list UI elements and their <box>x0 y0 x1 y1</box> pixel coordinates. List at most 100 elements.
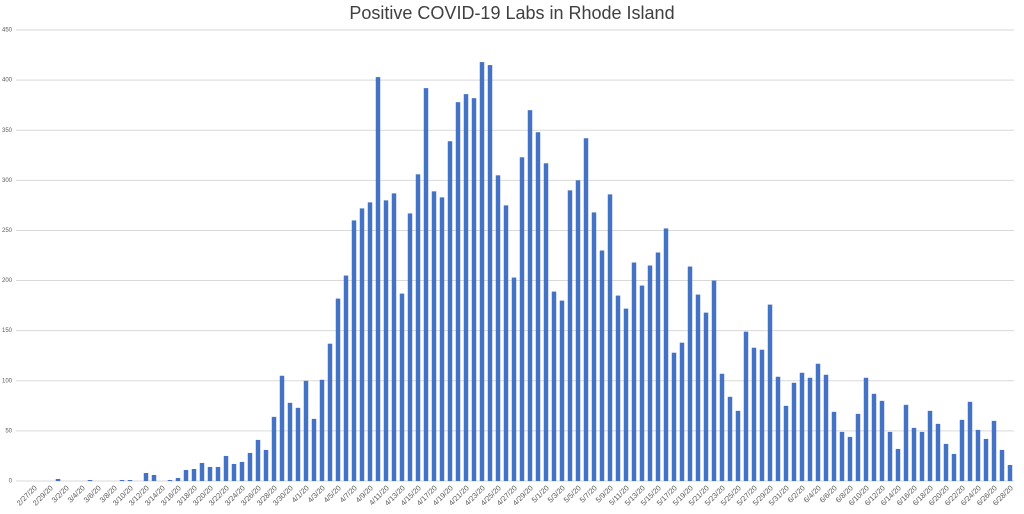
bar <box>415 174 421 481</box>
bar <box>199 462 205 481</box>
bar <box>303 380 309 481</box>
bar <box>663 228 669 481</box>
bar <box>591 212 597 481</box>
bar <box>823 374 829 481</box>
bar <box>887 431 893 481</box>
bar <box>535 132 541 481</box>
bar <box>903 404 909 481</box>
y-tick-label: 400 <box>2 78 13 84</box>
bar <box>431 191 437 481</box>
bar <box>551 291 557 481</box>
bar <box>143 472 149 481</box>
bar <box>279 375 285 481</box>
bar <box>783 405 789 481</box>
y-tick-label: 350 <box>2 128 13 134</box>
bar <box>351 220 357 481</box>
bar <box>839 431 845 481</box>
bar <box>855 413 861 481</box>
bar <box>231 463 237 481</box>
bar <box>471 98 477 481</box>
bar <box>607 194 613 481</box>
bar <box>399 293 405 481</box>
bar <box>263 449 269 481</box>
bar <box>319 379 325 481</box>
bar <box>807 377 813 481</box>
bar <box>927 410 933 481</box>
bar <box>631 262 637 481</box>
y-tick-label: 450 <box>2 28 13 34</box>
bar <box>359 208 365 481</box>
bar <box>167 479 173 481</box>
bar <box>559 300 565 481</box>
bar <box>639 285 645 481</box>
bar <box>879 400 885 481</box>
bar <box>207 466 213 481</box>
bar <box>295 407 301 481</box>
bar <box>983 438 989 481</box>
bar <box>335 298 341 481</box>
bar <box>495 175 501 482</box>
chart-title: Positive COVID-19 Labs in Rhode Island <box>349 3 674 23</box>
bar <box>935 423 941 481</box>
bar <box>287 402 293 481</box>
bar <box>239 461 245 481</box>
bar <box>671 352 677 481</box>
bar <box>383 200 389 481</box>
y-tick-label: 0 <box>9 479 13 485</box>
bar <box>503 205 509 481</box>
bar <box>831 411 837 481</box>
bar <box>959 419 965 481</box>
bar <box>623 308 629 481</box>
bar <box>791 382 797 481</box>
bar <box>343 275 349 481</box>
bar <box>511 277 517 481</box>
bar <box>119 479 125 481</box>
bar <box>655 252 661 481</box>
bar <box>951 453 957 481</box>
bar <box>767 304 773 481</box>
y-tick-label: 50 <box>5 428 12 434</box>
bar <box>479 62 485 482</box>
bar <box>455 102 461 481</box>
bar <box>215 466 221 481</box>
bar <box>727 396 733 481</box>
bar <box>999 449 1005 481</box>
bar <box>583 138 589 482</box>
bar <box>615 295 621 481</box>
bar <box>375 77 381 482</box>
bar <box>391 193 397 481</box>
bar <box>223 455 229 481</box>
bar <box>919 431 925 481</box>
bar <box>311 418 317 481</box>
bar <box>703 312 709 481</box>
bar <box>519 157 525 481</box>
bar <box>759 349 765 481</box>
bar <box>127 479 133 481</box>
bar <box>679 342 685 481</box>
bar <box>599 250 605 481</box>
y-tick-label: 200 <box>2 278 13 284</box>
bar <box>175 477 181 481</box>
bar <box>183 469 189 481</box>
bar <box>991 420 997 481</box>
y-tick-label: 300 <box>2 178 13 184</box>
bar <box>151 474 157 481</box>
bar <box>863 377 869 481</box>
bar <box>407 213 413 481</box>
bar <box>695 294 701 481</box>
bar <box>871 393 877 481</box>
bar <box>687 266 693 481</box>
bar <box>711 280 717 481</box>
bar <box>487 65 493 482</box>
y-tick-label: 150 <box>2 328 13 334</box>
y-tick-label: 100 <box>2 378 13 384</box>
bar <box>463 94 469 482</box>
bar <box>87 479 93 481</box>
bar <box>967 401 973 481</box>
bar <box>743 331 749 481</box>
y-tick-label: 250 <box>2 228 13 234</box>
bar <box>191 468 197 481</box>
bar <box>55 478 61 481</box>
